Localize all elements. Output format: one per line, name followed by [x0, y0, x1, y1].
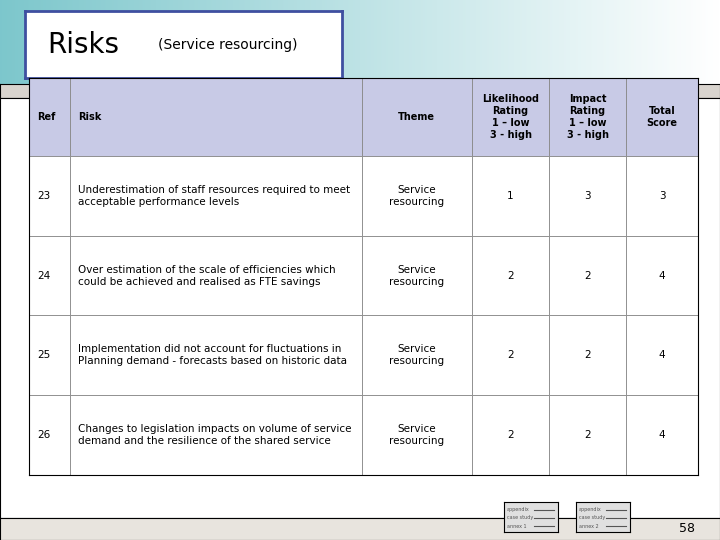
Text: Service
resourcing: Service resourcing [390, 345, 444, 366]
Bar [472, 156, 549, 235]
Text: 4: 4 [659, 430, 665, 440]
Bar [549, 78, 626, 156]
Bar [549, 156, 626, 235]
Bar [361, 315, 472, 395]
Text: 2: 2 [584, 271, 591, 280]
Text: 23: 23 [37, 191, 50, 201]
Text: annex 1: annex 1 [507, 524, 526, 529]
Bar [472, 235, 549, 315]
Text: (Service resourcing): (Service resourcing) [158, 38, 298, 51]
Text: 2: 2 [508, 271, 514, 280]
Text: case study: case study [579, 516, 605, 521]
Bar [472, 315, 549, 395]
Text: case study: case study [507, 516, 533, 521]
Text: Over estimation of the scale of efficiencies which
could be achieved and realise: Over estimation of the scale of efficien… [78, 265, 336, 287]
Bar [626, 315, 698, 395]
Text: Service
resourcing: Service resourcing [390, 424, 444, 446]
Bar [549, 235, 626, 315]
Text: Theme: Theme [398, 112, 436, 122]
Text: 24: 24 [37, 271, 50, 280]
Bar [71, 156, 361, 235]
Text: 2: 2 [584, 430, 591, 440]
Bar [71, 315, 361, 395]
Text: Ref: Ref [37, 112, 55, 122]
Text: Risks: Risks [48, 31, 120, 58]
Text: 4: 4 [659, 350, 665, 360]
Text: Implementation did not account for fluctuations in
Planning demand - forecasts b: Implementation did not account for fluct… [78, 345, 347, 366]
Text: 25: 25 [37, 350, 50, 360]
Text: Service
resourcing: Service resourcing [390, 265, 444, 287]
Text: Risk: Risk [78, 112, 102, 122]
Text: Total
Score: Total Score [647, 106, 678, 128]
Bar [29, 315, 71, 395]
Text: Underestimation of staff resources required to meet
acceptable performance level: Underestimation of staff resources requi… [78, 185, 351, 207]
Text: 3: 3 [584, 191, 591, 201]
Text: 4: 4 [659, 271, 665, 280]
Bar [472, 395, 549, 475]
Bar [29, 235, 71, 315]
Text: Impact
Rating
1 – low
3 - high: Impact Rating 1 – low 3 - high [567, 94, 608, 140]
Bar [71, 78, 361, 156]
Text: 3: 3 [659, 191, 665, 201]
Text: annex 2: annex 2 [579, 524, 598, 529]
Bar [29, 156, 71, 235]
Bar [472, 78, 549, 156]
Text: 26: 26 [37, 430, 50, 440]
Bar [549, 315, 626, 395]
Text: Likelihood
Rating
1 – low
3 - high: Likelihood Rating 1 – low 3 - high [482, 94, 539, 140]
Bar [549, 395, 626, 475]
Bar [626, 395, 698, 475]
Text: 2: 2 [584, 350, 591, 360]
Bar [361, 78, 472, 156]
Bar [626, 78, 698, 156]
Text: 2: 2 [508, 430, 514, 440]
Bar [71, 395, 361, 475]
Bar [29, 78, 71, 156]
Text: 58: 58 [679, 522, 695, 535]
Text: appendix: appendix [579, 507, 601, 512]
Text: 2: 2 [508, 350, 514, 360]
Bar [29, 395, 71, 475]
Bar [71, 235, 361, 315]
Text: 1: 1 [508, 191, 514, 201]
Bar [361, 235, 472, 315]
Bar [361, 395, 472, 475]
Bar [361, 156, 472, 235]
Text: Changes to legislation impacts on volume of service
demand and the resilience of: Changes to legislation impacts on volume… [78, 424, 352, 446]
Text: Service
resourcing: Service resourcing [390, 185, 444, 207]
Bar [626, 235, 698, 315]
Text: appendix: appendix [507, 507, 529, 512]
Bar [626, 156, 698, 235]
